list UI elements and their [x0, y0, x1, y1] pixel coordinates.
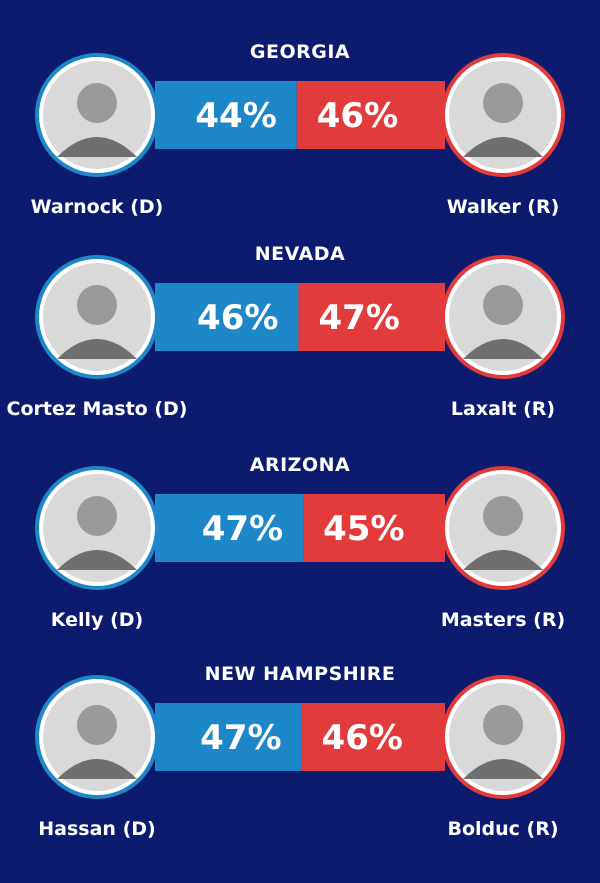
shoulders-shape	[57, 759, 137, 779]
rep-percent-label: 46%	[317, 96, 398, 136]
rep-candidate-name: Walker (R)	[447, 196, 560, 218]
dem-percent-label: 44%	[195, 96, 276, 136]
rep-candidate-name: Bolduc (R)	[447, 818, 558, 840]
state-title: ARIZONA	[250, 454, 350, 476]
head-shape	[77, 83, 117, 123]
rep-candidate-photo	[441, 255, 565, 379]
shoulders-shape	[57, 550, 137, 570]
race-arizona: ARIZONA 47% 45% Kelly (D) Masters (R)	[35, 454, 565, 631]
dem-candidate-photo	[35, 466, 159, 590]
person-photo-icon	[449, 474, 557, 582]
dem-bar	[155, 494, 304, 562]
dem-candidate-name: Kelly (D)	[51, 609, 143, 631]
dem-percent-label: 47%	[200, 718, 281, 758]
dem-bar	[155, 283, 299, 351]
rep-bar	[296, 81, 445, 149]
race-nevada: NEVADA 46% 47% Cortez Masto (D) Laxalt (R)	[7, 243, 565, 420]
dem-bar	[155, 703, 302, 771]
rep-percent-label: 47%	[318, 298, 399, 338]
dem-candidate-name: Hassan (D)	[38, 818, 155, 840]
shoulders-shape	[463, 339, 543, 359]
head-shape	[483, 83, 523, 123]
head-shape	[77, 705, 117, 745]
shoulders-shape	[463, 759, 543, 779]
person-photo-icon	[43, 474, 151, 582]
rep-candidate-photo	[441, 466, 565, 590]
rep-candidate-name: Laxalt (R)	[451, 398, 555, 420]
shoulders-shape	[463, 550, 543, 570]
head-shape	[483, 285, 523, 325]
dem-percent-label: 46%	[197, 298, 278, 338]
shoulders-shape	[463, 137, 543, 157]
state-title: NEVADA	[255, 243, 345, 265]
head-shape	[483, 496, 523, 536]
person-photo-icon	[449, 683, 557, 791]
dem-candidate-name: Warnock (D)	[31, 196, 164, 218]
rep-candidate-photo	[441, 675, 565, 799]
dem-candidate-name: Cortez Masto (D)	[7, 398, 188, 420]
shoulders-shape	[57, 339, 137, 359]
person-photo-icon	[43, 61, 151, 169]
rep-bar	[298, 283, 445, 351]
state-title: NEW HAMPSHIRE	[205, 663, 396, 685]
rep-bar	[303, 494, 445, 562]
rep-candidate-name: Masters (R)	[441, 609, 565, 631]
race-new-hampshire: NEW HAMPSHIRE 47% 46% Hassan (D) Bolduc (R)	[35, 663, 565, 840]
race-georgia: GEORGIA 44% 46% Warnock (D) Walker (R)	[31, 41, 565, 218]
dem-candidate-photo	[35, 53, 159, 177]
dem-percent-label: 47%	[202, 509, 283, 549]
rep-bar	[301, 703, 445, 771]
dem-candidate-photo	[35, 675, 159, 799]
person-photo-icon	[43, 263, 151, 371]
dem-candidate-photo	[35, 255, 159, 379]
shoulders-shape	[57, 137, 137, 157]
person-photo-icon	[43, 683, 151, 791]
person-photo-icon	[449, 61, 557, 169]
rep-candidate-photo	[441, 53, 565, 177]
head-shape	[483, 705, 523, 745]
dem-bar	[155, 81, 297, 149]
state-title: GEORGIA	[250, 41, 350, 63]
person-photo-icon	[449, 263, 557, 371]
rep-percent-label: 46%	[322, 718, 403, 758]
head-shape	[77, 285, 117, 325]
rep-percent-label: 45%	[323, 509, 404, 549]
head-shape	[77, 496, 117, 536]
